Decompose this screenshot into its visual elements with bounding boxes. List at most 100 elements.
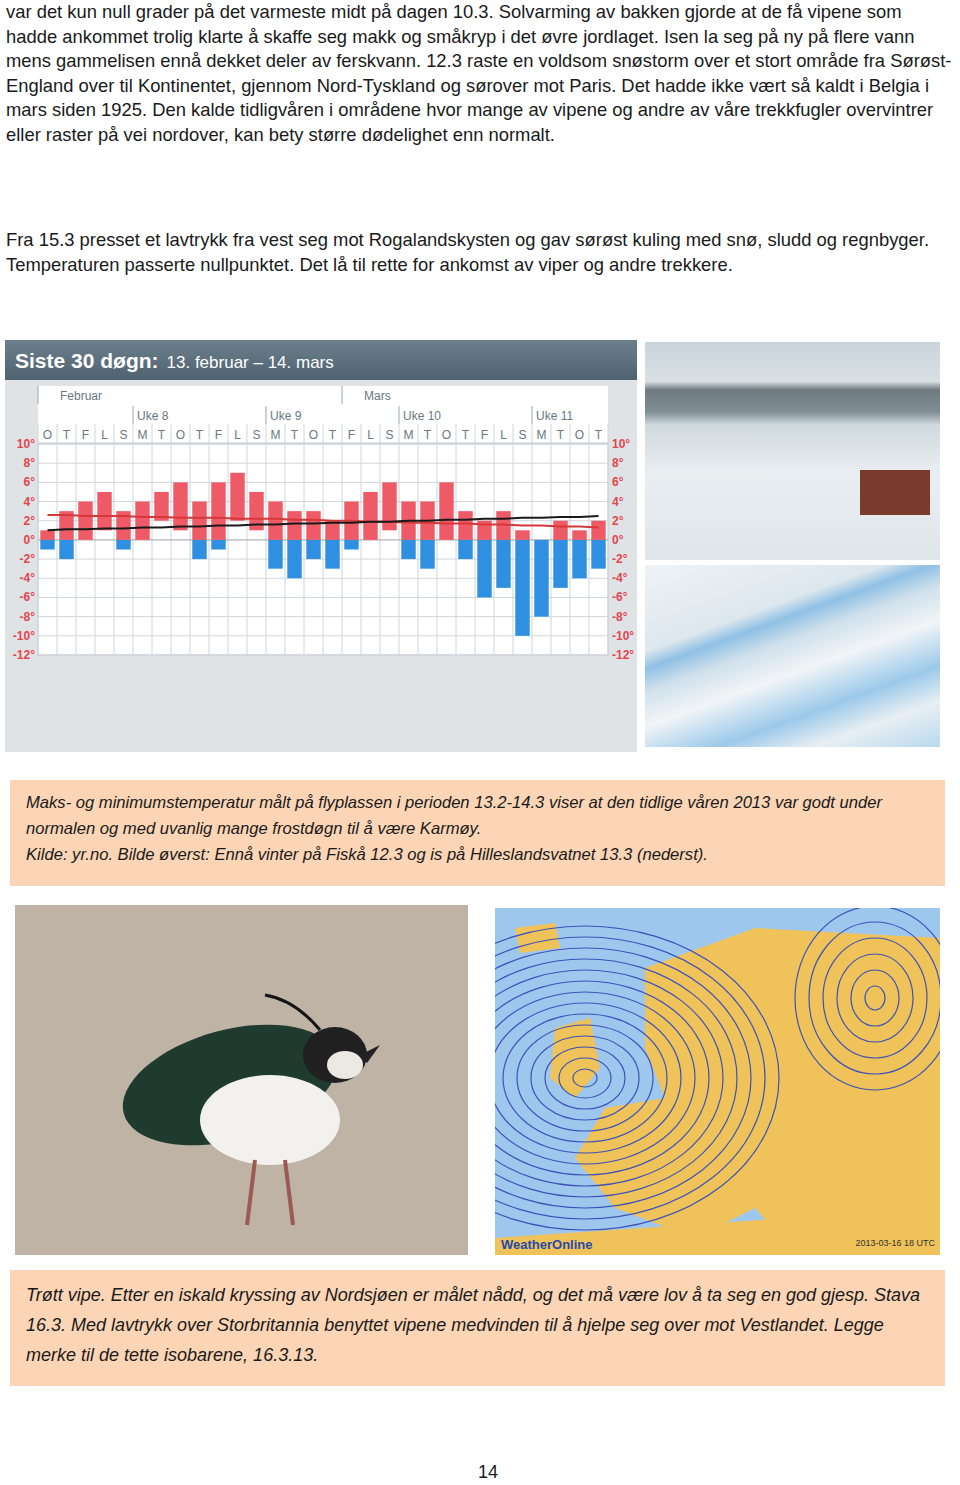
chart-title: Siste 30 døgn:13. februar – 14. mars <box>15 349 334 372</box>
marks <box>40 473 605 636</box>
bar-below-zero <box>458 540 472 559</box>
body-paragraph: Fra 15.3 presset et lavtrykk fra vest se… <box>6 228 956 277</box>
day-label: T <box>196 428 204 442</box>
month-divider <box>38 386 39 404</box>
bar-below-zero <box>211 540 225 550</box>
bar-below-zero <box>496 540 510 588</box>
bar-above-zero <box>40 530 54 540</box>
map-timestamp: 2013-03-16 18 UTC <box>855 1238 935 1248</box>
bar-below-zero <box>401 540 415 559</box>
bar-above-zero <box>382 482 396 530</box>
y-tick-label-left: 0° <box>24 533 36 547</box>
y-tick-label-right: -8° <box>612 610 628 624</box>
bird-back <box>110 1003 351 1166</box>
isobar <box>495 1003 681 1153</box>
chart-frame <box>5 340 637 752</box>
y-tick-label-right: 10° <box>612 437 630 451</box>
temperature-chart: Siste 30 døgn:13. februar – 14. mars Febr… <box>5 340 637 752</box>
day-label: T <box>462 428 470 442</box>
y-tick-label-left: -12° <box>13 648 35 662</box>
y-tick-label-left: -4° <box>20 571 36 585</box>
day-label: M <box>404 428 414 442</box>
bar-above-zero <box>173 482 187 530</box>
week-divider <box>532 406 533 424</box>
bar-above-zero <box>135 502 149 540</box>
isobar <box>545 1047 625 1109</box>
bar-above-zero <box>230 473 244 521</box>
y-tick-label-left: 2° <box>24 514 36 528</box>
grid-line-y <box>38 482 608 483</box>
day-label: M <box>271 428 281 442</box>
body-paragraph: var det kun null grader på det varmeste … <box>6 0 956 148</box>
bar-above-zero <box>306 511 320 540</box>
isobar <box>495 926 779 1230</box>
map-land <box>550 1018 600 1098</box>
caption-text: Kilde: yr.no. Bilde øverst: Ennå vinter … <box>26 842 929 868</box>
bar-above-zero <box>192 502 206 540</box>
y-tick-label-left: 4° <box>24 495 36 509</box>
isobar <box>795 908 940 1090</box>
isobar <box>517 1025 653 1131</box>
grid-line-y <box>38 463 608 464</box>
photo-ice <box>645 565 940 747</box>
bird-leg <box>247 1160 255 1225</box>
day-label: T <box>557 428 565 442</box>
bar-below-zero <box>287 540 301 578</box>
bar-above-zero <box>78 502 92 540</box>
y-tick-label-left: 6° <box>24 475 36 489</box>
day-label: M <box>537 428 547 442</box>
bird-crest <box>265 995 320 1030</box>
y-tick-label-left: -8° <box>20 610 36 624</box>
caption-box: Trøtt vipe. Etter en iskald kryssing av … <box>10 1270 945 1386</box>
day-label: M <box>138 428 148 442</box>
day-label: F <box>82 428 89 442</box>
caption-text: Trøtt vipe. Etter en iskald kryssing av … <box>26 1280 929 1370</box>
day-label: O <box>575 428 584 442</box>
isobar <box>837 954 913 1042</box>
y-tick-label-right: -2° <box>612 552 628 566</box>
month-label: Februar <box>60 389 102 403</box>
bar-below-zero <box>268 540 282 569</box>
isobar <box>495 981 709 1175</box>
day-label: S <box>518 428 526 442</box>
isobar <box>495 948 751 1208</box>
bar-below-zero <box>40 540 54 550</box>
day-label: F <box>348 428 355 442</box>
y-tick-label-left: 8° <box>24 456 36 470</box>
bar-above-zero <box>287 511 301 540</box>
bar-below-zero <box>59 540 73 559</box>
isobar <box>531 1036 639 1120</box>
month-divider <box>342 386 343 404</box>
day-label: S <box>119 428 127 442</box>
photo-boathouse <box>860 470 930 515</box>
week-label: Uke 11 <box>536 409 573 423</box>
y-tick-label-left: -2° <box>20 552 36 566</box>
day-label: T <box>424 428 432 442</box>
bar-below-zero <box>515 540 529 636</box>
photo-bg <box>15 905 468 1255</box>
bar-below-zero <box>477 540 491 598</box>
subtitle: 13. februar – 14. mars <box>167 353 334 372</box>
photo-lapwing <box>15 905 468 1255</box>
day-label: T <box>158 428 166 442</box>
caption-box: Maks- og minimumstemperatur målt på flyp… <box>10 780 945 886</box>
grid-line-y <box>38 501 608 502</box>
week-label: Uke 10 <box>403 409 441 423</box>
y-tick-label-right: -12° <box>612 648 634 662</box>
bird-bill <box>360 1045 380 1063</box>
day-label: T <box>329 428 337 442</box>
isobar <box>495 937 765 1219</box>
bar-above-zero <box>572 530 586 540</box>
isobar <box>503 1014 667 1142</box>
day-label: L <box>367 428 374 442</box>
bar-above-zero <box>553 521 567 540</box>
y-tick-label-right: 2° <box>612 514 624 528</box>
bar-above-zero <box>97 492 111 530</box>
bar-above-zero <box>515 530 529 540</box>
bird-head <box>303 1027 367 1083</box>
isobar <box>573 1069 597 1087</box>
map-land <box>495 1208 940 1255</box>
y-tick-label-right: -6° <box>612 590 628 604</box>
bird-belly <box>200 1075 340 1165</box>
isobar <box>559 1058 611 1098</box>
